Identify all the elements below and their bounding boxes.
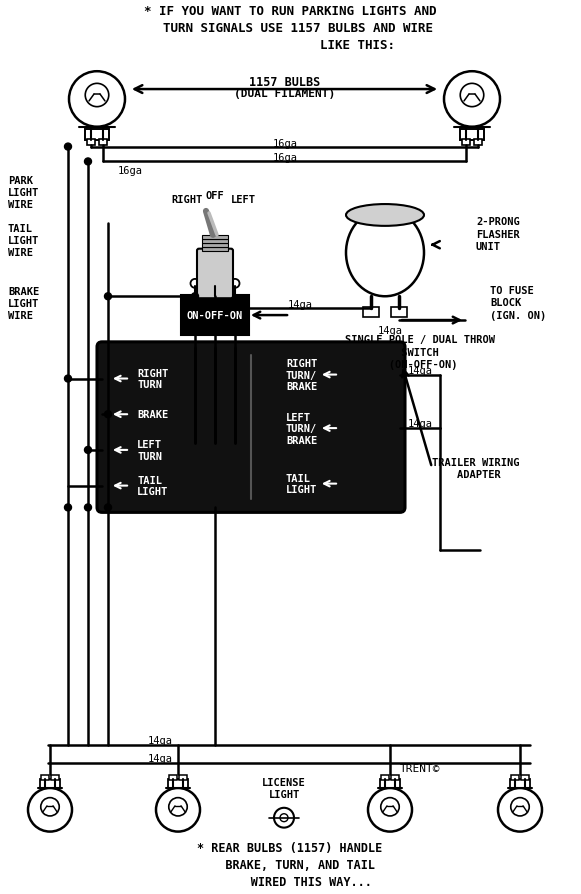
- Text: TRAILER WIRING
    ADAPTER: TRAILER WIRING ADAPTER: [432, 457, 519, 479]
- Circle shape: [84, 159, 91, 165]
- Circle shape: [105, 293, 112, 300]
- Circle shape: [105, 504, 112, 511]
- FancyBboxPatch shape: [202, 236, 228, 240]
- FancyBboxPatch shape: [202, 244, 228, 248]
- Text: 16ga: 16ga: [272, 153, 297, 164]
- Ellipse shape: [346, 205, 424, 226]
- Text: LEFT
TURN: LEFT TURN: [137, 440, 162, 461]
- Text: 2-PRONG
FLASHER
UNIT: 2-PRONG FLASHER UNIT: [476, 217, 520, 252]
- FancyBboxPatch shape: [521, 775, 529, 780]
- Circle shape: [192, 293, 199, 300]
- Text: ON-OFF-ON: ON-OFF-ON: [187, 311, 243, 321]
- FancyBboxPatch shape: [391, 775, 399, 780]
- FancyBboxPatch shape: [462, 139, 470, 146]
- FancyBboxPatch shape: [202, 248, 228, 251]
- Text: 16ga: 16ga: [272, 139, 297, 148]
- Circle shape: [84, 447, 91, 454]
- Text: 14ga: 14ga: [148, 754, 173, 763]
- FancyBboxPatch shape: [511, 775, 519, 780]
- Text: BRAKE: BRAKE: [137, 409, 168, 420]
- Text: SINGLE POLE / DUAL THROW
         SWITCH
       (ON-OFF-ON): SINGLE POLE / DUAL THROW SWITCH (ON-OFF-…: [345, 335, 495, 370]
- Text: 1157 BULBS: 1157 BULBS: [249, 75, 321, 89]
- FancyBboxPatch shape: [87, 139, 95, 146]
- Text: LICENSE
LIGHT: LICENSE LIGHT: [262, 777, 306, 799]
- Circle shape: [84, 504, 91, 511]
- Text: RIGHT
TURN/
BRAKE: RIGHT TURN/ BRAKE: [286, 358, 317, 392]
- Text: 14ga: 14ga: [408, 418, 433, 428]
- Text: TAIL
LIGHT
WIRE: TAIL LIGHT WIRE: [8, 224, 40, 257]
- Text: * REAR BULBS (1157) HANDLE
   BRAKE, TURN, AND TAIL
      WIRED THIS WAY...: * REAR BULBS (1157) HANDLE BRAKE, TURN, …: [198, 841, 383, 888]
- Text: RIGHT
TURN: RIGHT TURN: [137, 368, 168, 390]
- FancyBboxPatch shape: [510, 780, 530, 789]
- FancyBboxPatch shape: [363, 308, 379, 317]
- Text: 14ga: 14ga: [408, 366, 433, 375]
- Text: (DUAL FILAMENT): (DUAL FILAMENT): [234, 89, 336, 99]
- FancyBboxPatch shape: [85, 130, 109, 140]
- FancyBboxPatch shape: [97, 342, 405, 513]
- FancyBboxPatch shape: [460, 130, 484, 140]
- Text: PARK
LIGHT
WIRE: PARK LIGHT WIRE: [8, 176, 40, 210]
- FancyBboxPatch shape: [51, 775, 59, 780]
- FancyBboxPatch shape: [41, 775, 49, 780]
- Text: 14ga: 14ga: [288, 299, 313, 310]
- Text: LEFT: LEFT: [231, 195, 256, 205]
- FancyBboxPatch shape: [474, 139, 482, 146]
- FancyBboxPatch shape: [381, 775, 389, 780]
- Text: TO FUSE
BLOCK
(IGN. ON): TO FUSE BLOCK (IGN. ON): [490, 285, 546, 320]
- Text: 14ga: 14ga: [148, 736, 173, 746]
- FancyBboxPatch shape: [202, 240, 228, 243]
- Text: TRENT©: TRENT©: [400, 763, 440, 773]
- FancyBboxPatch shape: [391, 308, 407, 317]
- Text: LEFT
TURN/
BRAKE: LEFT TURN/ BRAKE: [286, 412, 317, 445]
- Text: 14ga: 14ga: [378, 325, 403, 335]
- FancyBboxPatch shape: [99, 139, 107, 146]
- Text: RIGHT: RIGHT: [171, 195, 203, 205]
- FancyBboxPatch shape: [40, 780, 60, 789]
- Circle shape: [105, 411, 112, 418]
- Text: 16ga: 16ga: [118, 166, 143, 176]
- FancyBboxPatch shape: [179, 775, 187, 780]
- Text: * IF YOU WANT TO RUN PARKING LIGHTS AND
  TURN SIGNALS USE 1157 BULBS AND WIRE
 : * IF YOU WANT TO RUN PARKING LIGHTS AND …: [144, 5, 436, 52]
- Text: TAIL
LIGHT: TAIL LIGHT: [137, 476, 168, 497]
- Circle shape: [64, 504, 71, 511]
- Circle shape: [64, 375, 71, 383]
- FancyBboxPatch shape: [169, 775, 177, 780]
- Text: OFF: OFF: [206, 191, 224, 201]
- Text: TAIL
LIGHT: TAIL LIGHT: [286, 473, 317, 495]
- FancyBboxPatch shape: [197, 249, 233, 299]
- FancyBboxPatch shape: [181, 296, 249, 335]
- FancyBboxPatch shape: [168, 780, 188, 789]
- Circle shape: [64, 144, 71, 151]
- FancyBboxPatch shape: [380, 780, 400, 789]
- Text: BRAKE
LIGHT
WIRE: BRAKE LIGHT WIRE: [8, 287, 40, 321]
